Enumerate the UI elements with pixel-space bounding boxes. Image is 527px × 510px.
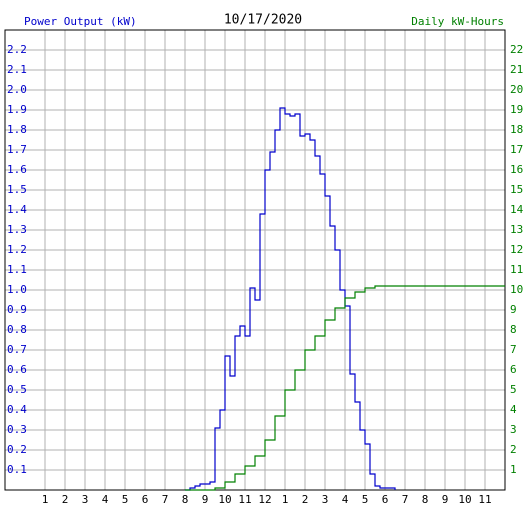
- x-tick-label: 8: [422, 493, 429, 506]
- y-tick-label: 0.3: [7, 423, 27, 436]
- y2-tick-label: 18: [510, 123, 523, 136]
- y-tick-label: 2.2: [7, 43, 27, 56]
- y2-tick-label: 5: [510, 383, 517, 396]
- y-tick-label: 0.1: [7, 463, 27, 476]
- y-tick-label: 1.4: [7, 203, 27, 216]
- x-tick-label: 11: [478, 493, 491, 506]
- y2-tick-label: 9: [510, 303, 517, 316]
- x-tick-label: 10: [458, 493, 471, 506]
- x-tick-label: 4: [102, 493, 109, 506]
- y2-tick-label: 4: [510, 403, 517, 416]
- y2-tick-label: 12: [510, 243, 523, 256]
- chart-title: 10/17/2020: [224, 13, 302, 28]
- x-tick-label: 3: [82, 493, 89, 506]
- y2-tick-label: 10: [510, 283, 523, 296]
- y-tick-label: 0.9: [7, 303, 27, 316]
- y-tick-label: 0.4: [7, 403, 27, 416]
- plot-frame: [4, 29, 506, 491]
- y-tick-label: 1.0: [7, 283, 27, 296]
- y-tick-label: 0.2: [7, 443, 27, 456]
- y2-tick-label: 16: [510, 163, 523, 176]
- y2-tick-label: 21: [510, 63, 523, 76]
- x-tick-label: 6: [142, 493, 149, 506]
- y-tick-label: 0.8: [7, 323, 27, 336]
- series-line: [185, 107, 396, 491]
- y-tick-label: 1.3: [7, 223, 27, 236]
- y-tick-label: 0.7: [7, 343, 27, 356]
- y-tick-label: 2.1: [7, 63, 27, 76]
- right-axis-label: Daily kW-Hours: [411, 15, 504, 28]
- x-tick-label: 8: [182, 493, 189, 506]
- y2-tick-label: 13: [510, 223, 523, 236]
- y2-tick-label: 17: [510, 143, 523, 156]
- x-tick-label: 4: [342, 493, 349, 506]
- y2-tick-label: 6: [510, 363, 517, 376]
- y-tick-label: 1.7: [7, 143, 27, 156]
- y-tick-label: 1.9: [7, 103, 27, 116]
- y2-tick-label: 22: [510, 43, 523, 56]
- x-tick-label: 7: [162, 493, 169, 506]
- x-tick-label: 5: [122, 493, 129, 506]
- y2-tick-label: 2: [510, 443, 517, 456]
- y-tick-label: 0.6: [7, 363, 27, 376]
- x-tick-label: 5: [362, 493, 369, 506]
- left-axis-label: Power Output (kW): [24, 15, 137, 28]
- x-tick-label: 3: [322, 493, 329, 506]
- x-tick-label: 2: [62, 493, 69, 506]
- y-tick-label: 1.5: [7, 183, 27, 196]
- plot-area: [5, 30, 505, 490]
- y-tick-label: 0.5: [7, 383, 27, 396]
- x-tick-label: 11: [238, 493, 251, 506]
- y2-tick-label: 15: [510, 183, 523, 196]
- y-tick-label: 1.1: [7, 263, 27, 276]
- y2-tick-label: 7: [510, 343, 517, 356]
- x-tick-label: 6: [382, 493, 389, 506]
- x-tick-label: 10: [218, 493, 231, 506]
- y-tick-label: 1.6: [7, 163, 27, 176]
- y2-tick-label: 19: [510, 103, 523, 116]
- y2-tick-label: 11: [510, 263, 523, 276]
- x-tick-label: 7: [402, 493, 409, 506]
- x-tick-label: 9: [442, 493, 449, 506]
- x-tick-label: 2: [302, 493, 309, 506]
- y2-tick-label: 1: [510, 463, 517, 476]
- y2-tick-label: 14: [510, 203, 524, 216]
- y2-tick-label: 8: [510, 323, 517, 336]
- y-tick-label: 2.0: [7, 83, 27, 96]
- x-tick-label: 1: [282, 493, 289, 506]
- series-line: [185, 285, 505, 491]
- x-tick-label: 12: [258, 493, 271, 506]
- x-tick-label: 9: [202, 493, 209, 506]
- y2-tick-label: 20: [510, 83, 523, 96]
- y-tick-label: 1.2: [7, 243, 27, 256]
- y2-tick-label: 3: [510, 423, 517, 436]
- x-tick-label: 1: [42, 493, 49, 506]
- y-tick-label: 1.8: [7, 123, 27, 136]
